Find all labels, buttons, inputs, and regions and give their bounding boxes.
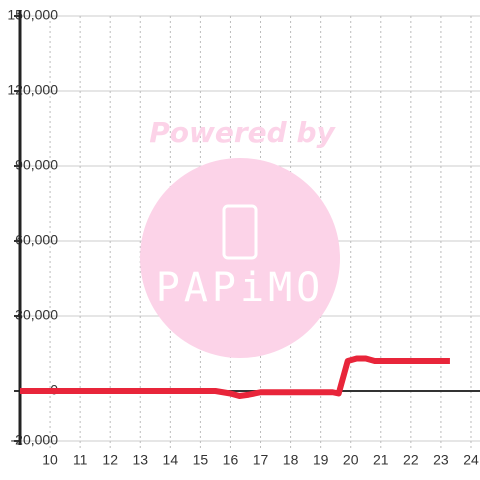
y-tick-label: 150,000 (7, 7, 58, 23)
x-tick-label: 11 (73, 452, 88, 468)
x-tick-label: 21 (373, 452, 389, 468)
x-tick-label: 15 (193, 452, 209, 468)
y-tick-label: 60,000 (15, 232, 58, 248)
x-tick-label: 14 (163, 452, 179, 468)
y-tick-label: 90,000 (15, 157, 58, 173)
watermark-logo: PAPiMO (156, 265, 325, 311)
x-tick-label: 12 (102, 452, 118, 468)
x-tick-label: 19 (313, 452, 329, 468)
y-tick-label: 30,000 (15, 307, 58, 323)
watermark-icon (222, 204, 258, 260)
x-tick-label: 17 (253, 452, 269, 468)
x-tick-label: 24 (463, 452, 479, 468)
x-tick-label: 22 (403, 452, 419, 468)
x-tick-label: 13 (132, 452, 148, 468)
x-tick-label: 20 (343, 452, 359, 468)
y-tick-label: 120,000 (7, 82, 58, 98)
x-tick-label: 10 (42, 452, 58, 468)
data-line (20, 355, 450, 399)
x-tick-label: 16 (223, 452, 239, 468)
x-tick-label: 23 (433, 452, 449, 468)
y-tick-label: -20,000 (11, 432, 59, 448)
watermark: Powered by PAPiMO (140, 116, 340, 358)
watermark-text: Powered by (149, 116, 336, 149)
x-tick-label: 18 (283, 452, 299, 468)
